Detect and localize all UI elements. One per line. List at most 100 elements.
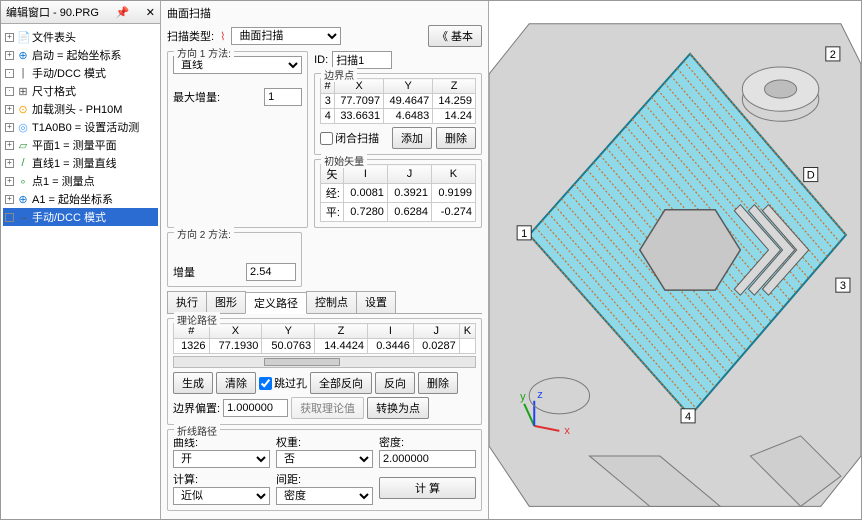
tree-item-label: 直线1 = 测量直线 (32, 155, 117, 171)
tab-0[interactable]: 执行 (167, 291, 207, 313)
theory-scrollbar[interactable] (173, 356, 476, 368)
tree-toggle-icon[interactable]: + (5, 51, 14, 60)
boundary-legend: 边界点 (321, 67, 357, 82)
scan-type-select[interactable]: 曲面扫描 (231, 27, 341, 45)
scan-type-row: 扫描类型: ⌇ 曲面扫描 《 基本 (167, 25, 482, 47)
svg-text:1: 1 (521, 228, 527, 240)
viewport-svg: 1234D x y z (489, 1, 861, 519)
offset-input[interactable] (223, 399, 288, 417)
svg-text:z: z (537, 389, 543, 401)
tree-item-icon: ⊕ (17, 193, 29, 206)
tree-item[interactable]: +▱平面1 = 测量平面 (3, 136, 158, 154)
clear-button[interactable]: 清除 (216, 372, 256, 394)
initvec-group: 初始矢量 矢IJK经:0.00810.39210.9199平:0.72800.6… (314, 159, 482, 228)
tree-item[interactable]: +📄文件表头 (3, 28, 158, 46)
curve-select[interactable]: 开 (173, 450, 270, 468)
tree-item-label: 启动 = 起始坐标系 (32, 47, 122, 63)
topoint-button[interactable]: 转换为点 (367, 397, 429, 419)
tab-bar: 执行图形定义路径控制点设置 (167, 291, 482, 314)
tree-item[interactable]: ·|手动/DCC 模式 (3, 64, 158, 82)
footer-buttons: 创建 关闭 (167, 515, 482, 519)
scan-panel: 曲面扫描 扫描类型: ⌇ 曲面扫描 《 基本 方向 1 方法: 直线 最大增量:… (161, 1, 489, 519)
tree-item[interactable]: ·⊞尺寸格式 (3, 82, 158, 100)
tree-item-icon: 📄 (17, 31, 29, 44)
initvec-table[interactable]: 矢IJK经:0.00810.39210.9199平:0.72800.6284-0… (320, 164, 476, 222)
tree-item[interactable]: +⊙加载测头 - PH10M (3, 100, 158, 118)
calc-select[interactable]: 近似 (173, 487, 270, 505)
tree-title-text: 编辑窗口 - 90.PRG (6, 4, 99, 20)
calc-button[interactable]: 计 算 (379, 477, 476, 499)
pin-icon[interactable]: 📌 (115, 6, 129, 19)
tree-panel: 编辑窗口 - 90.PRG 📌 ✕ +📄文件表头+⊕启动 = 起始坐标系·|手动… (1, 1, 161, 519)
delete-button[interactable]: 删除 (436, 127, 476, 149)
tree-item-icon: → (17, 211, 29, 223)
theory-legend: 理论路径 (174, 312, 220, 327)
tree-item-label: 文件表头 (32, 29, 76, 45)
scan-type-icon: ⌇ (220, 30, 225, 43)
maxinc-label: 最大增量: (173, 89, 220, 105)
tab-2[interactable]: 定义路径 (245, 292, 307, 314)
tree-toggle-icon[interactable]: + (5, 33, 14, 42)
close-icon[interactable]: ✕ (146, 6, 155, 19)
tree-toggle-icon[interactable]: + (5, 159, 14, 168)
delete2-button[interactable]: 删除 (418, 372, 458, 394)
poly-group: 折线路径 曲线:开 权重:否 密度: 计算:近似 间距:密度 计 算 (167, 429, 482, 511)
allreverse-button[interactable]: 全部反向 (310, 372, 372, 394)
dir1-legend: 方向 1 方法: (174, 45, 234, 60)
svg-text:3: 3 (840, 280, 846, 292)
dir2-group: 方向 2 方法: 增量 (167, 232, 302, 287)
initvec-legend: 初始矢量 (321, 153, 367, 168)
tab-1[interactable]: 图形 (206, 291, 246, 313)
tree-item-label: 加载测头 - PH10M (32, 101, 122, 117)
spacing-select[interactable]: 密度 (276, 487, 373, 505)
add-button[interactable]: 添加 (392, 127, 432, 149)
tree-toggle-icon[interactable]: + (5, 123, 14, 132)
inc-input[interactable] (246, 263, 296, 281)
tree-toggle-icon[interactable]: + (5, 141, 14, 150)
tree-item[interactable]: +⊕启动 = 起始坐标系 (3, 46, 158, 64)
basic-button[interactable]: 《 基本 (428, 25, 482, 47)
tree-item-icon: | (17, 67, 29, 79)
tree-item-label: 手动/DCC 模式 (32, 65, 106, 81)
poly-legend: 折线路径 (174, 423, 220, 438)
tree-list: +📄文件表头+⊕启动 = 起始坐标系·|手动/DCC 模式·⊞尺寸格式+⊙加载测… (1, 24, 160, 230)
weight-select[interactable]: 否 (276, 450, 373, 468)
tree-toggle-icon[interactable]: · (5, 69, 14, 78)
maxinc-input[interactable] (264, 88, 302, 106)
tree-item[interactable]: ·→手动/DCC 模式 (3, 208, 158, 226)
close-scan-checkbox[interactable]: 闭合扫描 (320, 130, 379, 146)
theory-group: 理论路径 #XYZIJK132677.193050.076314.44240.3… (167, 318, 482, 425)
tree-title-bar: 编辑窗口 - 90.PRG 📌 ✕ (1, 1, 160, 24)
tree-toggle-icon[interactable]: + (5, 195, 14, 204)
tree-toggle-icon[interactable]: + (5, 177, 14, 186)
theory-table[interactable]: #XYZIJK132677.193050.076314.44240.34460.… (173, 323, 476, 354)
svg-text:y: y (520, 391, 526, 403)
generate-button[interactable]: 生成 (173, 372, 213, 394)
tree-toggle-icon[interactable]: · (5, 87, 14, 96)
offset-label: 边界偏置: (173, 400, 220, 416)
tree-item[interactable]: +∘点1 = 测量点 (3, 172, 158, 190)
tab-3[interactable]: 控制点 (306, 291, 357, 313)
tree-item-icon: / (17, 157, 29, 169)
scan-type-label: 扫描类型: (167, 28, 214, 44)
svg-text:2: 2 (830, 49, 836, 61)
scan-panel-title: 曲面扫描 (167, 5, 482, 21)
boundary-group: 边界点 #XYZ377.709749.464714.259433.66314.6… (314, 73, 482, 155)
tab-4[interactable]: 设置 (356, 291, 396, 313)
tree-item[interactable]: +/直线1 = 测量直线 (3, 154, 158, 172)
tree-item-label: 尺寸格式 (32, 83, 76, 99)
density-input[interactable] (379, 450, 476, 468)
tree-item-icon: ⊙ (17, 103, 29, 116)
svg-text:x: x (564, 425, 570, 437)
svg-text:D: D (807, 170, 815, 182)
tree-toggle-icon[interactable]: + (5, 105, 14, 114)
jumphole-checkbox[interactable]: 跳过孔 (259, 375, 307, 391)
reverse-button[interactable]: 反向 (375, 372, 415, 394)
tree-item-icon: ∘ (17, 175, 29, 188)
tree-item-label: 点1 = 测量点 (32, 173, 95, 189)
boundary-table[interactable]: #XYZ377.709749.464714.259433.66314.64831… (320, 78, 476, 124)
3d-viewport[interactable]: 1234D x y z (489, 1, 861, 519)
tree-item[interactable]: +◎T1A0B0 = 设置活动测 (3, 118, 158, 136)
tree-item[interactable]: +⊕A1 = 起始坐标系 (3, 190, 158, 208)
tree-toggle-icon[interactable]: · (5, 213, 14, 222)
